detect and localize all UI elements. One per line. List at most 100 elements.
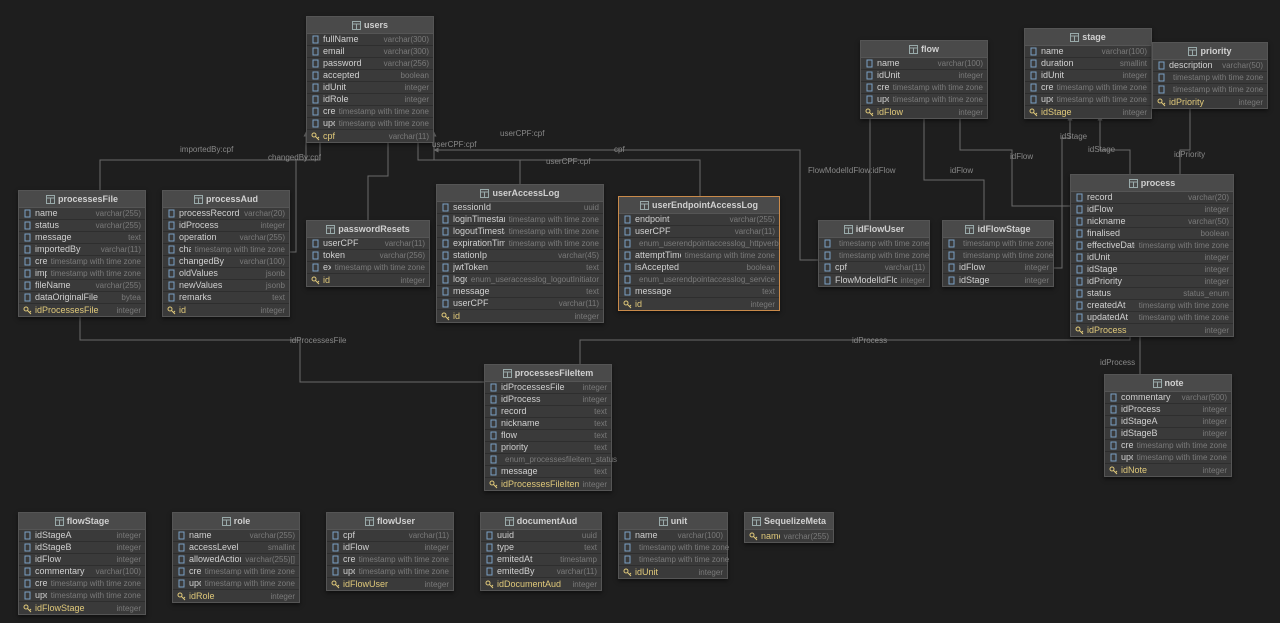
column-row[interactable]: importedAttimestamp with time zone: [19, 268, 145, 280]
column-row[interactable]: updatedAttimestamp with time zone: [173, 578, 299, 590]
table-passwordResets[interactable]: passwordResetsuserCPFvarchar(11)tokenvar…: [306, 220, 430, 287]
table-priority[interactable]: prioritydescriptionvarchar(50)createdAtt…: [1152, 42, 1268, 109]
column-row[interactable]: idFlowStageinteger: [19, 602, 145, 614]
column-row[interactable]: idPriorityinteger: [1071, 276, 1233, 288]
column-row[interactable]: jwtTokentext: [437, 262, 603, 274]
column-row[interactable]: userCPFvarchar(11): [307, 238, 429, 250]
column-row[interactable]: createdAttimestamp with time zone: [173, 566, 299, 578]
column-row[interactable]: idStageinteger: [1071, 264, 1233, 276]
column-row[interactable]: idProcessesFileinteger: [19, 304, 145, 316]
column-row[interactable]: idFlowinteger: [1071, 204, 1233, 216]
table-processAud[interactable]: processAudprocessRecordvarchar(20)idProc…: [162, 190, 290, 317]
column-row[interactable]: idFlowUserinteger: [327, 578, 453, 590]
table-users[interactable]: usersfullNamevarchar(300)emailvarchar(30…: [306, 16, 434, 143]
column-row[interactable]: updatedAttimestamp with time zone: [819, 250, 929, 262]
column-row[interactable]: messagetext: [619, 286, 779, 298]
column-row[interactable]: finalisedboolean: [1071, 228, 1233, 240]
column-row[interactable]: idProcessinteger: [1071, 324, 1233, 336]
column-row[interactable]: createdAttimestamp with time zone: [327, 554, 453, 566]
column-row[interactable]: idStageinteger: [943, 274, 1053, 286]
column-row[interactable]: idUnitinteger: [1071, 252, 1233, 264]
table-idFlowUser[interactable]: idFlowUsercreatedAttimestamp with time z…: [818, 220, 930, 287]
table-header[interactable]: SequelizeMeta: [745, 513, 833, 530]
table-header[interactable]: role: [173, 513, 299, 530]
column-row[interactable]: emitedAttimestamp: [481, 554, 601, 566]
column-row[interactable]: createdAttimestamp with time zone: [1025, 82, 1151, 94]
column-row[interactable]: fileNamevarchar(255): [19, 280, 145, 292]
table-stage[interactable]: stagenamevarchar(100)durationsmallintidU…: [1024, 28, 1152, 119]
column-row[interactable]: accessLevelsmallint: [173, 542, 299, 554]
column-row[interactable]: emitedByvarchar(11): [481, 566, 601, 578]
column-row[interactable]: idDocumentAudinteger: [481, 578, 601, 590]
column-row[interactable]: effectiveDatetimestamp with time zone: [1071, 240, 1233, 252]
column-row[interactable]: expiresAttimestamp with time zone: [307, 262, 429, 274]
column-row[interactable]: sessionIduuid: [437, 202, 603, 214]
table-flowUser[interactable]: flowUsercpfvarchar(11)idFlowintegercreat…: [326, 512, 454, 591]
column-row[interactable]: importedByvarchar(11): [19, 244, 145, 256]
table-header[interactable]: idFlowStage: [943, 221, 1053, 238]
column-row[interactable]: updatedAttimestamp with time zone: [1071, 312, 1233, 324]
column-row[interactable]: namevarchar(255): [173, 530, 299, 542]
column-row[interactable]: updatedAttimestamp with time zone: [619, 554, 727, 566]
table-flowStage[interactable]: flowStageidStageAintegeridStageBintegeri…: [18, 512, 146, 615]
column-row[interactable]: isAcceptedboolean: [619, 262, 779, 274]
column-row[interactable]: idRoleinteger: [173, 590, 299, 602]
column-row[interactable]: fullNamevarchar(300): [307, 34, 433, 46]
table-flow[interactable]: flownamevarchar(100)idUnitintegercreated…: [860, 40, 988, 119]
column-row[interactable]: changedAttimestamp with time zone: [163, 244, 289, 256]
column-row[interactable]: httpVerbenum_userendpointaccesslog_httpv…: [619, 238, 779, 250]
column-row[interactable]: loginTimestamptimestamp with time zone: [437, 214, 603, 226]
table-process[interactable]: processrecordvarchar(20)idFlowintegernic…: [1070, 174, 1234, 337]
column-row[interactable]: operationvarchar(255): [163, 232, 289, 244]
column-row[interactable]: idFlowinteger: [943, 262, 1053, 274]
table-header[interactable]: stage: [1025, 29, 1151, 46]
column-row[interactable]: idUnitinteger: [307, 82, 433, 94]
table-header[interactable]: passwordResets: [307, 221, 429, 238]
column-row[interactable]: namevarchar(100): [861, 58, 987, 70]
table-header[interactable]: priority: [1153, 43, 1267, 60]
column-row[interactable]: idNoteinteger: [1105, 464, 1231, 476]
column-row[interactable]: idStageBinteger: [1105, 428, 1231, 440]
column-row[interactable]: idPriorityinteger: [1153, 96, 1267, 108]
column-row[interactable]: createdAttimestamp with time zone: [619, 542, 727, 554]
table-header[interactable]: processesFileItem: [485, 365, 611, 382]
column-row[interactable]: updatedAttimestamp with time zone: [1025, 94, 1151, 106]
column-row[interactable]: createdAttimestamp with time zone: [861, 82, 987, 94]
column-row[interactable]: updatedAttimestamp with time zone: [1105, 452, 1231, 464]
column-row[interactable]: endpointvarchar(255): [619, 214, 779, 226]
column-row[interactable]: createdAttimestamp with time zone: [307, 106, 433, 118]
column-row[interactable]: createdAttimestamp with time zone: [1153, 72, 1267, 84]
column-row[interactable]: namevarchar(100): [1025, 46, 1151, 58]
table-header[interactable]: userAccessLog: [437, 185, 603, 202]
column-row[interactable]: emailvarchar(300): [307, 46, 433, 58]
column-row[interactable]: oldValuesjsonb: [163, 268, 289, 280]
column-row[interactable]: idProcessinteger: [485, 394, 611, 406]
column-row[interactable]: idFlowinteger: [19, 554, 145, 566]
column-row[interactable]: processRecordvarchar(20): [163, 208, 289, 220]
table-header[interactable]: processesFile: [19, 191, 145, 208]
column-row[interactable]: stationIpvarchar(45): [437, 250, 603, 262]
column-row[interactable]: durationsmallint: [1025, 58, 1151, 70]
table-header[interactable]: unit: [619, 513, 727, 530]
column-row[interactable]: changedByvarchar(100): [163, 256, 289, 268]
column-row[interactable]: updatedAttimestamp with time zone: [307, 118, 433, 130]
column-row[interactable]: idProcessesFileinteger: [485, 382, 611, 394]
column-row[interactable]: idFlowinteger: [861, 106, 987, 118]
column-row[interactable]: messagetext: [19, 232, 145, 244]
table-processesFileItem[interactable]: processesFileItemidProcessesFileintegeri…: [484, 364, 612, 491]
column-row[interactable]: idRoleinteger: [307, 94, 433, 106]
column-row[interactable]: commentaryvarchar(100): [19, 566, 145, 578]
column-row[interactable]: namevarchar(255): [745, 530, 833, 542]
table-unit[interactable]: unitnamevarchar(100)createdAttimestamp w…: [618, 512, 728, 579]
table-userEndpointAccessLog[interactable]: userEndpointAccessLogendpointvarchar(255…: [618, 196, 780, 311]
table-documentAud[interactable]: documentAuduuiduuidtypetextemitedAttimes…: [480, 512, 602, 591]
table-header[interactable]: processAud: [163, 191, 289, 208]
column-row[interactable]: FlowModelIdFlowinteger: [819, 274, 929, 286]
column-row[interactable]: idinteger: [437, 310, 603, 322]
column-row[interactable]: typetext: [481, 542, 601, 554]
table-header[interactable]: note: [1105, 375, 1231, 392]
column-row[interactable]: prioritytext: [485, 442, 611, 454]
column-row[interactable]: logoutTimestamptimestamp with time zone: [437, 226, 603, 238]
column-row[interactable]: nicknamevarchar(50): [1071, 216, 1233, 228]
table-header[interactable]: documentAud: [481, 513, 601, 530]
